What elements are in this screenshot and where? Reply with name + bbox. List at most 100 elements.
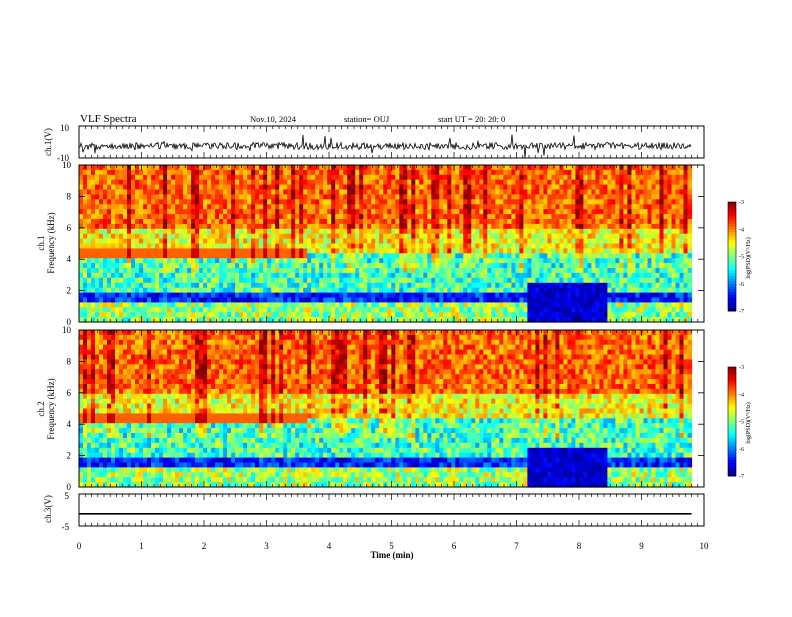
spectrogram-cell bbox=[527, 234, 532, 240]
spectrogram-cell bbox=[619, 244, 624, 250]
spectrogram-cell bbox=[319, 263, 324, 269]
spectrogram-cell bbox=[131, 204, 136, 210]
spectrogram-cell bbox=[644, 283, 649, 289]
spectrogram-cell bbox=[331, 263, 336, 269]
spectrogram-cell bbox=[111, 199, 116, 205]
spectrogram-cell bbox=[191, 175, 196, 181]
spectrogram-cell bbox=[127, 258, 132, 264]
spectrogram-cell bbox=[660, 185, 665, 191]
spectrogram-cell bbox=[583, 229, 588, 235]
spectrogram-cell bbox=[259, 248, 264, 254]
spectrogram-cell bbox=[395, 258, 400, 264]
spectrogram-cell bbox=[247, 224, 252, 230]
spectrogram-cell bbox=[407, 302, 412, 308]
spectrogram-cell bbox=[123, 214, 128, 220]
spectrogram-cell bbox=[327, 185, 332, 191]
spectrogram-cell bbox=[187, 170, 192, 176]
spectrogram-cell bbox=[579, 312, 584, 318]
spectrogram-cell bbox=[587, 204, 592, 210]
spectrogram-cell bbox=[644, 194, 649, 200]
spectrogram-cell bbox=[435, 170, 440, 176]
spectrogram-cell bbox=[103, 244, 108, 250]
spectrogram-cell bbox=[543, 219, 548, 225]
spectrogram-cell bbox=[167, 263, 172, 269]
spectrogram-cell bbox=[287, 190, 292, 196]
spectrogram-cell bbox=[395, 194, 400, 200]
spectrogram-cell bbox=[499, 194, 504, 200]
spectrogram-cell bbox=[387, 268, 392, 274]
spectrogram-cell bbox=[339, 293, 344, 299]
spectrogram-cell bbox=[439, 307, 444, 313]
spectrogram-cell bbox=[119, 190, 124, 196]
spectrogram-cell bbox=[363, 175, 368, 181]
spectrogram-cell bbox=[243, 214, 248, 220]
spectrogram-cell bbox=[235, 288, 240, 294]
spectrogram-cell bbox=[547, 224, 552, 230]
spectrogram-cell bbox=[619, 180, 624, 186]
spectrogram-cell bbox=[263, 312, 268, 318]
spectrogram-cell bbox=[211, 229, 216, 235]
spectrogram-cell bbox=[311, 298, 316, 304]
spectrogram-cell bbox=[619, 307, 624, 313]
spectrogram-cell bbox=[347, 170, 352, 176]
spectrogram-cell bbox=[623, 224, 628, 230]
spectrogram-cell bbox=[563, 190, 568, 196]
spectrogram-cell bbox=[107, 204, 112, 210]
spectrogram-cell bbox=[227, 219, 232, 225]
spectrogram-cell bbox=[443, 175, 448, 181]
spectrogram-cell bbox=[499, 278, 504, 284]
spectrogram-cell bbox=[403, 190, 408, 196]
spectrogram-cell bbox=[403, 283, 408, 289]
spectrogram-cell bbox=[311, 293, 316, 299]
spectrogram-cell bbox=[403, 175, 408, 181]
spectrogram-cell bbox=[627, 288, 632, 294]
spectrogram-cell bbox=[471, 185, 476, 191]
spectrogram-cell bbox=[431, 302, 436, 308]
spectrogram-cell bbox=[127, 204, 132, 210]
spectrogram-cell bbox=[243, 253, 248, 258]
spectrogram-cell bbox=[507, 209, 512, 215]
spectrogram-cell bbox=[263, 248, 268, 254]
spectrogram-cell bbox=[111, 175, 116, 181]
spectrogram-cell bbox=[83, 170, 88, 176]
spectrogram-cell bbox=[583, 293, 588, 299]
spectrogram-cell bbox=[251, 224, 256, 230]
spectrogram-cell bbox=[147, 239, 152, 245]
spectrogram-cell bbox=[99, 204, 104, 210]
spectrogram-cell bbox=[195, 283, 200, 289]
spectrogram-cell bbox=[347, 288, 352, 294]
spectrogram-cell bbox=[660, 239, 665, 245]
spectrogram-cell bbox=[451, 185, 456, 191]
spectrogram-cell bbox=[247, 234, 252, 240]
spectrogram-cell bbox=[471, 165, 476, 171]
spectrogram-cell bbox=[367, 244, 372, 250]
spectrogram-cell bbox=[668, 273, 673, 279]
spectrogram-cell bbox=[155, 248, 160, 254]
spectrogram-cell bbox=[363, 180, 368, 186]
spectrogram-cell bbox=[599, 278, 604, 284]
spectrogram-cell bbox=[619, 209, 624, 215]
spectrogram-cell bbox=[211, 253, 216, 258]
spectrogram-cell bbox=[668, 165, 673, 171]
spectrogram-cell bbox=[339, 268, 344, 274]
spectrogram-cell bbox=[563, 194, 568, 200]
spectrogram-cell bbox=[415, 209, 420, 215]
spectrogram-cell bbox=[143, 278, 148, 284]
spectrogram-cell bbox=[255, 288, 260, 294]
spectrogram-cell bbox=[123, 293, 128, 299]
spectrogram-cell bbox=[319, 278, 324, 284]
spectrogram-cell bbox=[187, 194, 192, 200]
spectrogram-cell bbox=[275, 253, 280, 258]
spectrogram-cell bbox=[367, 263, 372, 269]
spectrogram-cell bbox=[91, 185, 96, 191]
spectrogram-cell bbox=[395, 293, 400, 299]
spectrogram-cell bbox=[559, 175, 564, 181]
spectrogram-cell bbox=[427, 165, 432, 171]
spectrogram-cell bbox=[431, 239, 436, 245]
spectrogram-cell bbox=[255, 204, 260, 210]
spectrogram-cell bbox=[543, 258, 548, 264]
spectrogram-cell bbox=[495, 244, 500, 250]
spectrogram-cell bbox=[591, 199, 596, 205]
spectrogram-cell bbox=[459, 224, 464, 230]
spectrogram-cell bbox=[87, 302, 92, 308]
